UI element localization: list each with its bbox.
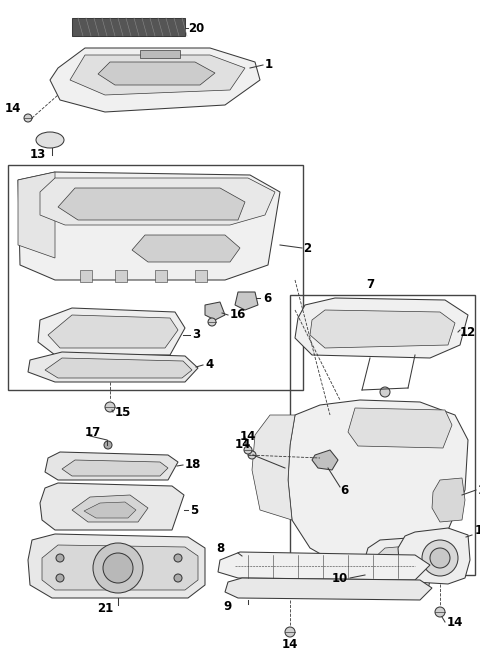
Circle shape (24, 114, 32, 122)
Circle shape (435, 607, 445, 617)
Bar (8, 165, 303, 390)
Text: 2: 2 (303, 242, 311, 254)
Text: 8: 8 (216, 541, 224, 555)
Circle shape (56, 574, 64, 582)
Circle shape (174, 574, 182, 582)
Bar (140, 50, 180, 58)
Polygon shape (40, 178, 275, 225)
Text: 14: 14 (240, 430, 256, 444)
Circle shape (105, 402, 115, 412)
Text: 14: 14 (282, 639, 298, 651)
Text: 9: 9 (224, 599, 232, 613)
Text: 16: 16 (230, 308, 246, 322)
Polygon shape (18, 172, 55, 258)
Polygon shape (84, 502, 136, 518)
Polygon shape (72, 18, 185, 36)
Text: 6: 6 (263, 292, 271, 304)
Text: 14: 14 (235, 438, 252, 452)
Circle shape (174, 554, 182, 562)
Text: 6: 6 (340, 484, 348, 496)
Text: 13: 13 (30, 149, 46, 161)
Circle shape (103, 553, 133, 583)
Text: 7: 7 (366, 278, 374, 292)
Text: 1: 1 (265, 59, 273, 71)
Polygon shape (42, 545, 198, 590)
Text: 17: 17 (85, 426, 101, 438)
Bar (115, 270, 127, 282)
Polygon shape (218, 552, 430, 580)
Text: 19: 19 (478, 484, 480, 496)
Polygon shape (50, 48, 260, 112)
Circle shape (430, 548, 450, 568)
Text: 12: 12 (460, 326, 476, 338)
Text: 10: 10 (332, 571, 348, 585)
Circle shape (380, 387, 390, 397)
Polygon shape (98, 62, 215, 85)
Text: 4: 4 (205, 358, 213, 372)
Bar (155, 270, 167, 282)
Polygon shape (235, 292, 258, 310)
Polygon shape (348, 408, 452, 448)
Circle shape (104, 441, 112, 449)
Bar (290, 295, 475, 575)
Circle shape (56, 554, 64, 562)
Ellipse shape (36, 132, 64, 148)
Polygon shape (40, 483, 184, 530)
Polygon shape (45, 358, 192, 378)
Polygon shape (363, 538, 432, 598)
Text: 18: 18 (185, 458, 202, 472)
Text: 5: 5 (190, 503, 198, 517)
Polygon shape (28, 352, 198, 382)
Text: 14: 14 (447, 615, 463, 629)
Polygon shape (70, 55, 245, 95)
Polygon shape (72, 495, 148, 522)
Polygon shape (312, 450, 338, 470)
Circle shape (208, 318, 216, 326)
Circle shape (285, 627, 295, 637)
Text: 3: 3 (192, 328, 200, 342)
Polygon shape (432, 478, 465, 522)
Polygon shape (58, 188, 245, 220)
Circle shape (422, 540, 458, 576)
Polygon shape (372, 546, 424, 587)
Bar (195, 270, 207, 282)
Bar (80, 270, 92, 282)
Polygon shape (288, 400, 468, 568)
Polygon shape (310, 310, 455, 348)
Polygon shape (48, 315, 178, 348)
Polygon shape (62, 460, 168, 476)
Polygon shape (28, 534, 205, 598)
Circle shape (93, 543, 143, 593)
Polygon shape (38, 308, 185, 355)
Circle shape (248, 451, 256, 459)
Text: 11: 11 (475, 523, 480, 537)
Polygon shape (132, 235, 240, 262)
Polygon shape (205, 302, 225, 320)
Polygon shape (398, 528, 470, 584)
Polygon shape (252, 415, 295, 520)
Text: 14: 14 (5, 101, 22, 115)
Text: 20: 20 (188, 21, 204, 35)
Text: 21: 21 (97, 601, 113, 615)
Polygon shape (45, 452, 178, 480)
Polygon shape (225, 578, 432, 600)
Circle shape (244, 446, 252, 454)
Text: 15: 15 (115, 406, 132, 418)
Polygon shape (18, 172, 280, 280)
Polygon shape (295, 298, 468, 358)
